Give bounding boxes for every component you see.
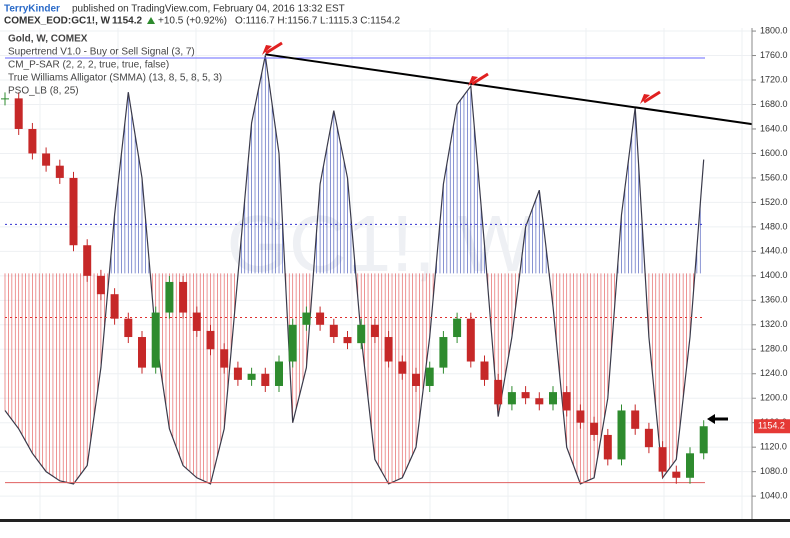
candle-body	[55, 165, 64, 178]
trend-line	[265, 53, 753, 126]
candle-body	[124, 318, 133, 338]
candle-body	[384, 337, 393, 362]
candle-body	[261, 373, 270, 386]
price-tag	[754, 419, 790, 434]
candle-body	[686, 453, 694, 478]
y-tick-label: 1040.0	[760, 491, 788, 501]
candle-body	[672, 471, 681, 478]
indicator-label: PSO_LB (8, 25)	[8, 86, 79, 97]
arrow	[471, 72, 489, 86]
candle-body	[603, 434, 612, 460]
candle-body	[439, 337, 448, 368]
y-tick-label: 1800.0	[760, 25, 788, 35]
candle-body	[453, 318, 462, 338]
y-tick-label: 1360.0	[760, 295, 788, 305]
arrow-head	[640, 94, 650, 104]
y-tick-label: 1680.0	[760, 99, 788, 109]
candle-body	[494, 379, 503, 405]
candle-body	[658, 447, 667, 472]
y-tick-label: 1080.0	[760, 466, 788, 476]
candle-body	[644, 428, 653, 448]
candle-body	[521, 392, 530, 399]
candle-body	[233, 367, 242, 380]
ohlc: O:1116.7 H:1156.7 L:1115.3 C:1154.2	[235, 16, 401, 27]
candle-body	[329, 324, 338, 338]
candle-body	[316, 312, 325, 325]
candle-body	[206, 330, 215, 350]
candle-body	[14, 98, 23, 129]
plot-area: GC1!, W	[0, 28, 753, 520]
candle-body	[466, 318, 475, 362]
candle-body	[631, 410, 640, 429]
candle-body	[357, 324, 366, 344]
y-tick-label: 1720.0	[760, 74, 788, 84]
arrow	[265, 41, 283, 55]
candle-body	[138, 337, 146, 368]
arrow	[643, 90, 661, 104]
price-tag-label: 1154.2	[758, 421, 785, 431]
candle-body	[179, 281, 188, 313]
y-tick-label: 1400.0	[760, 270, 788, 280]
candle-body	[535, 398, 544, 405]
y-tick-label: 1760.0	[760, 50, 788, 60]
candle-body	[576, 410, 585, 423]
y-tick-label: 1600.0	[760, 148, 788, 158]
arrow-head	[707, 414, 715, 424]
published: published on TradingView.com, February 0…	[72, 4, 345, 15]
candle-body	[590, 422, 599, 435]
y-tick-label: 1200.0	[760, 393, 788, 403]
candle-body	[480, 361, 489, 380]
y-tick-label: 1240.0	[760, 368, 788, 378]
candle-body	[275, 361, 283, 386]
y-tick-label: 1480.0	[760, 221, 788, 231]
candle-body	[69, 177, 78, 246]
y-tick-label: 1520.0	[760, 197, 788, 207]
y-tick-label: 1120.0	[760, 442, 787, 452]
candle-body	[302, 312, 311, 325]
pso-line	[4, 55, 705, 485]
candle-body	[1, 98, 9, 100]
watermark: GC1!, W	[227, 199, 534, 288]
candle-body	[83, 245, 92, 276]
candle-body	[42, 153, 51, 166]
bottom-bar	[0, 519, 790, 522]
indicator-label: Supertrend V1.0 - Buy or Sell Signal (3,…	[8, 47, 195, 58]
up-icon	[147, 17, 155, 24]
y-tick-label: 1440.0	[760, 246, 788, 256]
candle-body	[28, 128, 37, 154]
candle-body	[549, 392, 557, 405]
indicator-label: Gold, W, COMEX	[8, 34, 88, 45]
arrow-head	[262, 45, 272, 55]
symbol: COMEX_EOD:GC1!, W	[4, 16, 111, 27]
candle-body	[110, 294, 119, 319]
y-tick-label: 1560.0	[760, 172, 788, 182]
candle-body	[412, 373, 420, 386]
candle-body	[247, 373, 256, 380]
candle-body	[370, 324, 379, 338]
candle-body	[398, 361, 407, 374]
last-price: 1154.2	[112, 16, 142, 27]
candle-body	[165, 281, 174, 313]
candle-body	[343, 337, 352, 344]
candle-body	[507, 392, 516, 405]
y-tick-label: 1320.0	[760, 319, 788, 329]
candle-body	[425, 367, 434, 386]
indicator-label: True Williams Alligator (SMMA) (13, 8, 5…	[8, 73, 222, 84]
candle-body	[562, 392, 571, 411]
candle-body	[96, 275, 105, 295]
y-tick-label: 1280.0	[760, 344, 788, 354]
candle-body	[288, 324, 297, 362]
change: +10.5 (+0.92%)	[158, 16, 227, 27]
arrow-head	[468, 76, 478, 86]
indicator-label: CM_P-SAR (2, 2, 2, true, true, false)	[8, 60, 169, 71]
candle-body	[699, 426, 708, 454]
y-tick-label: 1640.0	[760, 123, 788, 133]
candle-body	[220, 349, 229, 368]
author[interactable]: TerryKinder	[4, 4, 60, 15]
candle-body	[192, 312, 201, 331]
candle-body	[617, 410, 626, 460]
candle-body	[151, 312, 160, 368]
